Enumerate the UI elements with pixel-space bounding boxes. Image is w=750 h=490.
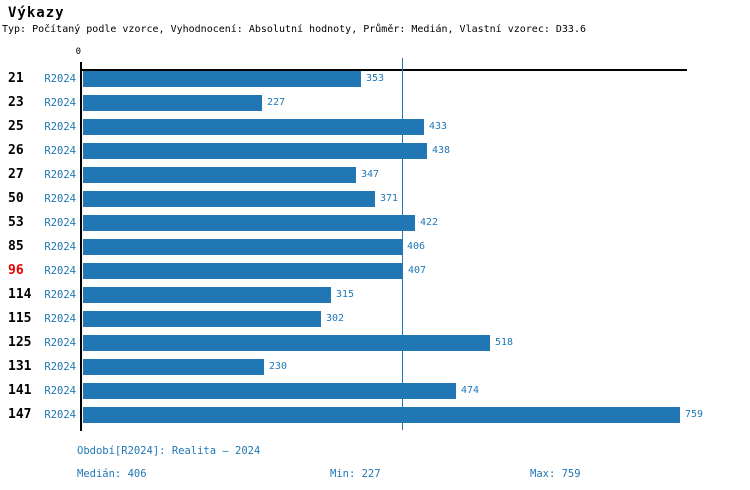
bar-value-label: 438 xyxy=(432,145,451,156)
row-category-label: 26 xyxy=(8,143,24,158)
axis-zero-label: 0 xyxy=(75,47,81,57)
row-series-label: R2024 xyxy=(44,121,76,133)
row-category-label: 141 xyxy=(8,383,32,398)
bar-value-label: 433 xyxy=(429,121,448,132)
row-category-label: 114 xyxy=(8,287,32,302)
row-series-label: R2024 xyxy=(44,289,76,301)
bar-value-label: 407 xyxy=(408,265,427,276)
bar xyxy=(83,311,321,327)
bar xyxy=(83,407,680,423)
row-category-label: 115 xyxy=(8,311,32,326)
row-category-label: 85 xyxy=(8,239,24,254)
bar xyxy=(83,287,331,303)
bar xyxy=(83,215,415,231)
row-category-label: 21 xyxy=(8,71,24,86)
row-category-label: 50 xyxy=(8,191,24,206)
row-series-label: R2024 xyxy=(44,217,76,229)
report-title: Výkazy xyxy=(8,5,65,21)
bar-value-label: 406 xyxy=(407,241,426,252)
bar-value-label: 227 xyxy=(267,97,286,108)
row-series-label: R2024 xyxy=(44,313,76,325)
bar xyxy=(83,263,403,279)
bar xyxy=(83,167,356,183)
row-series-label: R2024 xyxy=(44,193,76,205)
bar-value-label: 474 xyxy=(461,385,480,396)
bar-value-label: 371 xyxy=(380,193,399,204)
report-subtitle: Typ: Počítaný podle vzorce, Vyhodnocení:… xyxy=(2,24,586,35)
row-series-label: R2024 xyxy=(44,265,76,277)
bar xyxy=(83,239,402,255)
median-reference-line xyxy=(402,58,403,430)
y-axis-line xyxy=(80,62,82,431)
row-series-label: R2024 xyxy=(44,169,76,181)
row-series-label: R2024 xyxy=(44,385,76,397)
median-stat-label: Medián: 406 xyxy=(77,468,147,480)
bar-value-label: 315 xyxy=(336,289,355,300)
x-axis-line xyxy=(80,69,687,71)
row-category-label: 147 xyxy=(8,407,32,422)
bar-value-label: 353 xyxy=(366,73,385,84)
bar xyxy=(83,143,427,159)
row-category-label: 53 xyxy=(8,215,24,230)
bar xyxy=(83,71,361,87)
bar xyxy=(83,335,490,351)
bar-value-label: 422 xyxy=(420,217,439,228)
row-category-label: 25 xyxy=(8,119,24,134)
row-series-label: R2024 xyxy=(44,97,76,109)
bar-value-label: 347 xyxy=(361,169,380,180)
row-series-label: R2024 xyxy=(44,337,76,349)
bar xyxy=(83,383,456,399)
bar xyxy=(83,191,375,207)
bar-value-label: 302 xyxy=(326,313,345,324)
row-category-label: 23 xyxy=(8,95,24,110)
bar xyxy=(83,95,262,111)
min-stat-label: Min: 227 xyxy=(330,468,381,480)
row-category-label: 27 xyxy=(8,167,24,182)
row-category-label: 96 xyxy=(8,263,24,278)
bar xyxy=(83,119,424,135)
row-series-label: R2024 xyxy=(44,409,76,421)
bar xyxy=(83,359,264,375)
period-label: Období[R2024]: Realita – 2024 xyxy=(77,445,261,457)
row-category-label: 125 xyxy=(8,335,32,350)
row-category-label: 131 xyxy=(8,359,32,374)
bar-value-label: 230 xyxy=(269,361,288,372)
row-series-label: R2024 xyxy=(44,361,76,373)
max-stat-label: Max: 759 xyxy=(530,468,581,480)
row-series-label: R2024 xyxy=(44,145,76,157)
row-series-label: R2024 xyxy=(44,241,76,253)
bar-value-label: 759 xyxy=(685,409,704,420)
row-series-label: R2024 xyxy=(44,73,76,85)
bar-value-label: 518 xyxy=(495,337,514,348)
